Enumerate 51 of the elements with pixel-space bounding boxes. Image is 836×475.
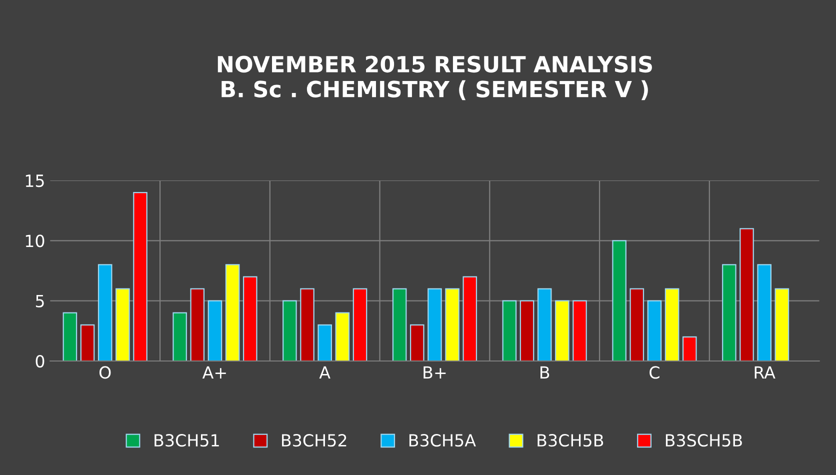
legend-label: B3CH51: [154, 434, 219, 447]
legend-label: B3CH5A: [409, 434, 476, 447]
bar: [242, 276, 258, 361]
x-tick-label: A: [319, 366, 330, 379]
x-tick-label: RA: [754, 366, 776, 379]
bar: [300, 288, 314, 361]
bar: [572, 300, 587, 361]
bar: [555, 300, 570, 361]
bar: [428, 288, 442, 361]
chart-title: NOVEMBER 2015 RESULT ANALYSIS B. Sc . CHEMISTRY ( SEMESTER V ): [218, 56, 652, 100]
x-tick-label: O: [99, 366, 111, 379]
bar: [520, 300, 534, 361]
bar: [282, 300, 297, 361]
x-tick-label: B+: [424, 366, 446, 379]
legend-label: B3CH5B: [538, 434, 604, 447]
bar: [318, 324, 332, 361]
x-tick-label: C: [650, 366, 660, 379]
legend-label: B3SCH5B: [666, 434, 742, 447]
bar: [647, 300, 662, 361]
bar: [445, 288, 460, 361]
bar: [682, 336, 697, 361]
bar: [462, 276, 478, 361]
bar: [630, 288, 644, 361]
bar: [62, 312, 78, 361]
bar: [722, 264, 736, 361]
bar: [774, 288, 790, 361]
bar: [98, 264, 112, 361]
y-tick-label: 10: [26, 234, 44, 248]
bar: [225, 264, 240, 361]
bar: [757, 264, 772, 361]
y-tick-label: 5: [36, 295, 44, 308]
bar: [352, 288, 368, 361]
bar: [392, 288, 407, 361]
y-tick-label: 0: [36, 354, 44, 368]
y-tick-label: 15: [26, 174, 44, 188]
bar: [190, 288, 205, 361]
bar: [740, 228, 754, 361]
x-tick-label: B: [540, 366, 550, 379]
legend-label: B3CH52: [282, 434, 346, 447]
bar: [335, 312, 350, 361]
bar: [133, 192, 148, 361]
bar: [502, 300, 517, 361]
bar: [537, 288, 552, 361]
bar: [208, 300, 222, 361]
bar: [116, 288, 130, 361]
bar: [612, 240, 626, 361]
x-tick-label: A+: [202, 366, 226, 379]
bar: [172, 312, 187, 361]
bar: [80, 324, 95, 361]
bar: [664, 288, 680, 361]
bar: [410, 324, 424, 361]
